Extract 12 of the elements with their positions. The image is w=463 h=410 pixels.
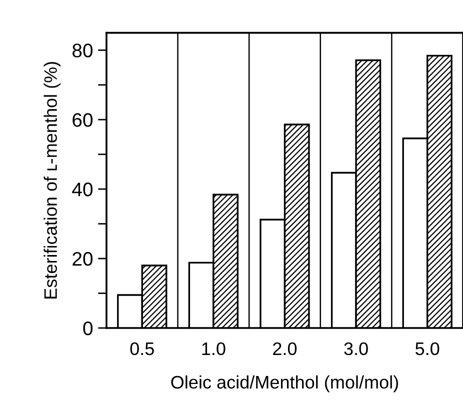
y-tick-label: 0 bbox=[83, 321, 93, 336]
y-tick-label: 80 bbox=[72, 44, 93, 58]
y-tick-label: 20 bbox=[72, 252, 93, 266]
x-tick-label: 5.0 bbox=[416, 342, 440, 356]
x-axis-title: Oleic acid/Menthol (mol/mol) bbox=[171, 375, 398, 392]
x-tick-label: 1.0 bbox=[202, 342, 226, 356]
y-axis-title: Esterification of ʟ-menthol (%) bbox=[44, 62, 61, 298]
x-tick-label: 2.0 bbox=[273, 342, 297, 356]
y-tick-label: 40 bbox=[72, 182, 93, 196]
x-tick-label: 3.0 bbox=[344, 342, 368, 356]
x-tick-label: 0.5 bbox=[130, 342, 154, 356]
y-tick-label: 60 bbox=[72, 113, 93, 127]
